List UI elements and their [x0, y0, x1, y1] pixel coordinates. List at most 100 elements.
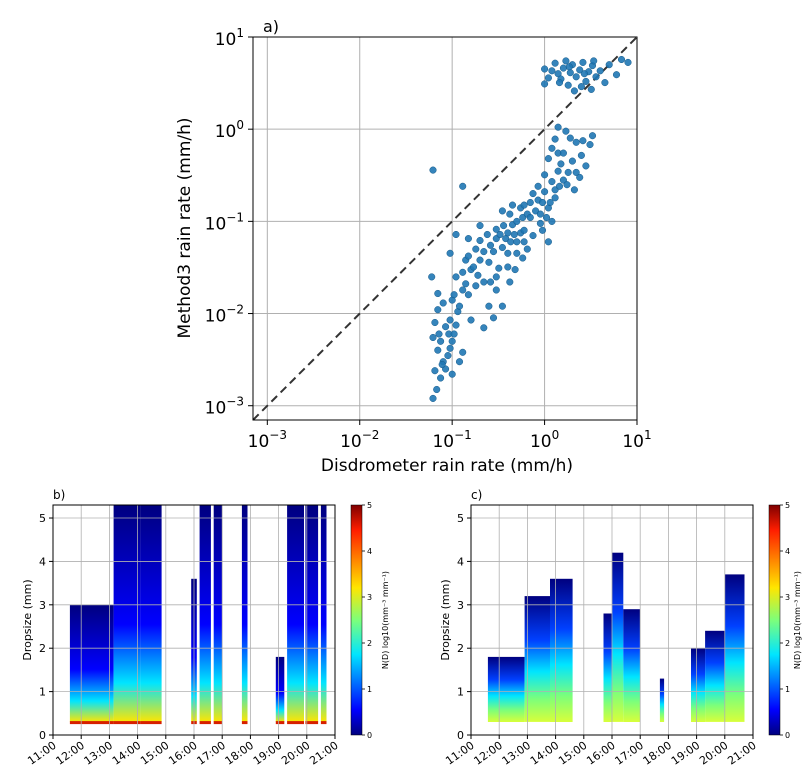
scatter-point [596, 67, 604, 75]
x-tick-label: 18:00 [223, 739, 256, 768]
rain-event-block [603, 613, 612, 722]
scatter-point [459, 286, 467, 294]
scatter-point [548, 67, 556, 75]
scatter-point [544, 74, 552, 82]
scatter-point [480, 278, 488, 286]
scatter-point [467, 316, 475, 324]
scatter-point [559, 149, 567, 157]
scatter-point [462, 280, 470, 288]
x-tick-label: 10−2 [340, 428, 379, 452]
scatter-point [546, 198, 554, 207]
scatter-point [601, 79, 609, 87]
colorbar-tick-label: 1 [785, 685, 790, 694]
x-tick-label: 11:00 [25, 739, 58, 768]
large-concentration-band [199, 721, 211, 725]
scatter-point [452, 230, 460, 239]
scatter-point [592, 73, 600, 81]
scatter-point [534, 182, 542, 190]
scatter-point [459, 182, 467, 190]
scatter-point [562, 127, 570, 135]
scatter-point [562, 57, 570, 65]
x-tick-label: 12:00 [53, 739, 86, 768]
x-tick-label: 101 [622, 428, 651, 452]
scatter-point [480, 248, 488, 256]
scatter-point [551, 194, 559, 202]
scatter-point [437, 374, 445, 382]
large-concentration-band [241, 721, 248, 725]
scatter-point [572, 168, 580, 176]
large-concentration-band [287, 721, 304, 725]
scatter-point [476, 236, 484, 245]
y-tick-label: 0 [457, 729, 464, 742]
scatter-point [582, 77, 590, 85]
scatter-point [434, 306, 442, 314]
scatter-point [498, 207, 506, 215]
x-tick-label: 16:00 [584, 739, 617, 768]
scatter-point [513, 249, 521, 257]
scatter-point [612, 71, 621, 79]
scatter-point [429, 394, 437, 402]
rain-event-block [113, 505, 141, 722]
scatter-points [428, 55, 632, 402]
rain-event-block [659, 678, 665, 722]
rain-event-block [275, 656, 285, 722]
rain-event-block [69, 604, 114, 722]
scatter-point [433, 385, 441, 394]
x-tick-label: 17:00 [612, 739, 645, 768]
scatter-point [448, 337, 456, 345]
scatter-point [548, 144, 556, 152]
rain-event-block [691, 648, 706, 722]
scatter-point [483, 230, 491, 239]
scatter-point [526, 213, 534, 222]
colorbar-tick-label: 4 [785, 547, 790, 556]
scatter-point [588, 132, 597, 140]
scatter-point [474, 271, 482, 279]
x-tick-label: 13:00 [500, 739, 533, 768]
scatter-point [568, 157, 576, 165]
rain-event-block [623, 609, 641, 722]
scatter-point [452, 321, 460, 329]
colorbar-ticks-c: 0 1 2 3 4 5 [780, 501, 790, 740]
y-tick-label: 4 [39, 555, 46, 568]
rain-event-block [287, 505, 304, 722]
scatter-point [576, 66, 584, 74]
rain-event-block [140, 505, 162, 722]
rain-event-block [241, 505, 248, 722]
scatter-point [617, 55, 626, 64]
scatter-point [492, 286, 500, 294]
scatter-point [498, 243, 506, 252]
scatter-point [431, 367, 439, 375]
scatter-point [529, 232, 537, 240]
scatter-point [485, 302, 493, 310]
scatter-point [541, 80, 549, 88]
scatter-point [437, 337, 445, 345]
scatter-point [435, 330, 443, 338]
scatter-point [624, 58, 632, 66]
rain-event-block [487, 656, 525, 722]
scatter-point [480, 324, 488, 332]
scatter-point [538, 226, 547, 234]
x-tick-label: 20:00 [279, 739, 312, 768]
scatter-point [555, 79, 564, 87]
large-concentration-band [69, 721, 114, 725]
y-tick-label: 4 [457, 555, 464, 568]
x-tick-label: 19:00 [669, 739, 702, 768]
scatter-point [520, 201, 528, 209]
scatter-point [489, 314, 498, 322]
scatter-point [429, 166, 437, 174]
y-tick-label: 5 [39, 512, 46, 525]
scatter-point [455, 302, 464, 310]
colorbar-tick-label: 5 [785, 501, 790, 510]
scatter-point [523, 245, 531, 253]
x-tick-label: 12:00 [471, 739, 504, 768]
colorbar-tick-label: 4 [367, 547, 372, 556]
large-concentration-band [113, 721, 141, 725]
scatter-point [486, 241, 495, 249]
panel-a-label: a) [263, 17, 279, 36]
scatter-point [541, 188, 549, 196]
scatter-point [565, 63, 573, 71]
scatter-point [506, 210, 514, 218]
scatter-point [576, 173, 584, 181]
colorbar-tick-label: 2 [785, 639, 790, 648]
scatter-point [548, 217, 556, 225]
